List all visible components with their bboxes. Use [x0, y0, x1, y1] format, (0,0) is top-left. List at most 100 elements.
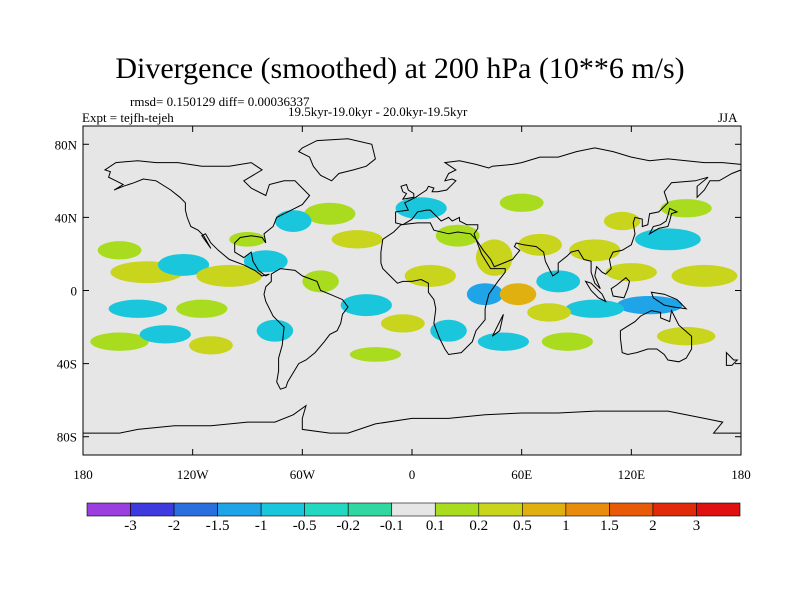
colorbar-swatch-0 [86, 502, 131, 517]
colorbar-swatch-13 [652, 502, 697, 517]
contour-region-9 [139, 325, 191, 344]
colorbar-swatch-7 [391, 502, 436, 517]
y-tick-label: 40N [55, 210, 78, 225]
colorbar-label: -0.5 [292, 518, 317, 534]
contour-region-15 [331, 230, 383, 249]
colorbar-swatch-14 [696, 502, 741, 517]
contour-region-16 [340, 294, 392, 317]
chart-title: Divergence (smoothed) at 200 hPa (10**6 … [115, 52, 685, 85]
coastline-japan [648, 207, 679, 236]
coastline-new-zealand [725, 351, 739, 366]
contour-region-23 [466, 283, 504, 306]
contour-region-37 [430, 319, 467, 342]
colorbar-swatch-11 [565, 502, 610, 517]
contour-region-3 [196, 264, 263, 287]
colorbar-label: 1 [562, 518, 570, 534]
contour-region-28 [605, 263, 657, 282]
colorbar-label: -1 [254, 518, 268, 534]
coastline-madagascar [491, 314, 504, 337]
contour-region-14 [274, 210, 312, 233]
x-tick-label: 60E [511, 467, 532, 482]
coastline-layer [83, 138, 741, 434]
contour-region-17 [380, 314, 425, 333]
contour-region-29 [634, 228, 701, 251]
colorbar-label: -3 [124, 518, 137, 534]
contour-region-11 [256, 319, 294, 342]
contour-region-39 [499, 193, 544, 212]
x-tick-label: 120W [177, 467, 210, 482]
contour-region-40 [603, 211, 641, 231]
colorbar-swatch-9 [478, 502, 523, 517]
colorbar-label: 0.1 [425, 518, 445, 534]
contour-fill-layer [90, 193, 738, 362]
contour-region-34 [477, 332, 529, 351]
colorbar-label: 2 [649, 518, 657, 534]
contour-region-7 [176, 299, 228, 318]
contour-region-8 [90, 332, 149, 351]
coastline-greenland [297, 138, 376, 182]
coastline-antarctica [83, 404, 741, 434]
contour-region-6 [108, 299, 168, 318]
contour-region-26 [536, 270, 581, 293]
colorbar-swatch-6 [347, 502, 393, 517]
contour-region-32 [565, 299, 625, 318]
x-tick-label: 180 [731, 467, 751, 482]
stats-line: rmsd= 0.150129 diff= 0.00036337 [130, 94, 310, 109]
contour-region-13 [304, 202, 356, 225]
colorbar-swatch-3 [217, 502, 262, 517]
x-tick-label: 60W [290, 467, 316, 482]
colorbar-label: -0.1 [379, 518, 404, 534]
coastline-australia [619, 309, 693, 363]
colorbar-label: -1.5 [205, 518, 230, 534]
contour-region-24 [499, 283, 537, 306]
contour-region-2 [157, 253, 210, 276]
contour-region-22 [475, 239, 513, 276]
experiment-label: Expt = tejfh-tejeh [82, 110, 174, 125]
season-label: JJA [718, 110, 738, 125]
axis-ticks: 180 120W 60W 0 60E 120E 180 80N 40N 0 40S 80S [55, 126, 751, 482]
coastline-south-america [263, 268, 349, 390]
coastline-sumatra [584, 280, 607, 303]
colorbar-label: -0.2 [336, 518, 361, 534]
colorbar-swatch-12 [609, 502, 654, 517]
colorbar [86, 502, 741, 517]
contour-region-1 [97, 241, 142, 260]
colorbar-swatch-1 [130, 502, 175, 517]
y-tick-label: 80N [55, 137, 78, 152]
contour-region-33 [527, 303, 572, 322]
contour-region-21 [435, 224, 480, 247]
x-tick-label: 120E [618, 467, 646, 482]
colorbar-label: 0.5 [512, 518, 532, 534]
contour-region-31 [616, 295, 683, 315]
contour-region-35 [541, 332, 593, 351]
y-tick-label: 40S [57, 357, 77, 372]
contour-region-4 [243, 250, 288, 273]
period-label: 19.5kyr-19.0kyr - 20.0kyr-19.5kyr [288, 104, 468, 119]
colorbar-label: 3 [692, 518, 701, 534]
x-tick-label: 180 [73, 467, 93, 482]
coastline-borneo [610, 277, 631, 299]
coastline-eurasia [395, 147, 741, 290]
coastline-africa [380, 222, 506, 356]
contour-region-20 [395, 197, 447, 220]
coastline-north-america [103, 160, 311, 277]
colorbar-swatch-5 [304, 502, 349, 517]
contour-region-36 [656, 327, 716, 346]
contour-region-25 [518, 233, 562, 256]
contour-region-5 [229, 232, 266, 247]
contour-region-12 [302, 270, 339, 293]
contour-region-10 [189, 336, 233, 355]
x-tick-label: 0 [409, 467, 416, 482]
colorbar-swatch-8 [434, 502, 480, 517]
colorbar-label: 1.5 [600, 518, 619, 534]
contour-region-19 [404, 264, 456, 287]
colorbar-swatch-4 [260, 502, 305, 517]
coastline-new-guinea [650, 291, 688, 310]
colorbar-swatch-10 [522, 502, 567, 517]
map-background [83, 126, 741, 455]
colorbar-label: 0.2 [469, 518, 489, 534]
contour-region-30 [671, 264, 738, 287]
contour-region-18 [349, 347, 402, 362]
coastline-britain [400, 183, 415, 200]
